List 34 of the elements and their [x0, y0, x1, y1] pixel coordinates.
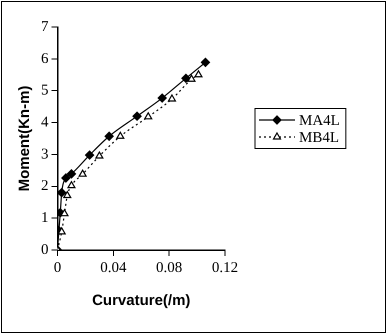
point	[200, 58, 210, 67]
point	[132, 112, 142, 121]
point	[104, 132, 114, 141]
point	[66, 169, 76, 178]
y-tick-label: 6	[41, 50, 49, 67]
point	[67, 181, 76, 188]
x-axis-title: Curvature(/m)	[92, 292, 190, 310]
point	[187, 74, 196, 82]
y-tick-label: 0	[41, 242, 48, 258]
legend-label: MB4L	[299, 130, 340, 146]
point	[158, 93, 167, 103]
point	[63, 190, 72, 198]
point	[181, 74, 191, 83]
point	[194, 70, 203, 78]
point	[144, 112, 152, 120]
y-tick-label: 5	[41, 82, 48, 99]
point	[116, 132, 124, 139]
point	[85, 150, 94, 160]
point	[61, 173, 70, 183]
point	[168, 94, 176, 102]
point	[78, 170, 87, 177]
y-tick-label: 7	[41, 18, 49, 35]
y-tick-label: 1	[41, 210, 48, 226]
x-tick-label: 0.08	[156, 260, 182, 276]
y-axis-title: Moment(Kn-m)	[16, 86, 34, 192]
point	[58, 188, 66, 198]
x-tick-label: 0.04	[100, 260, 127, 276]
y-tick-label: 3	[41, 146, 48, 162]
y-tick-label: 2	[41, 178, 48, 194]
x-tick-label: 0	[54, 260, 62, 276]
y-tick-label: 4	[41, 114, 49, 131]
legend-label: MA4L	[299, 112, 340, 129]
x-tick-label: 0.12	[212, 260, 238, 276]
point	[95, 151, 104, 159]
